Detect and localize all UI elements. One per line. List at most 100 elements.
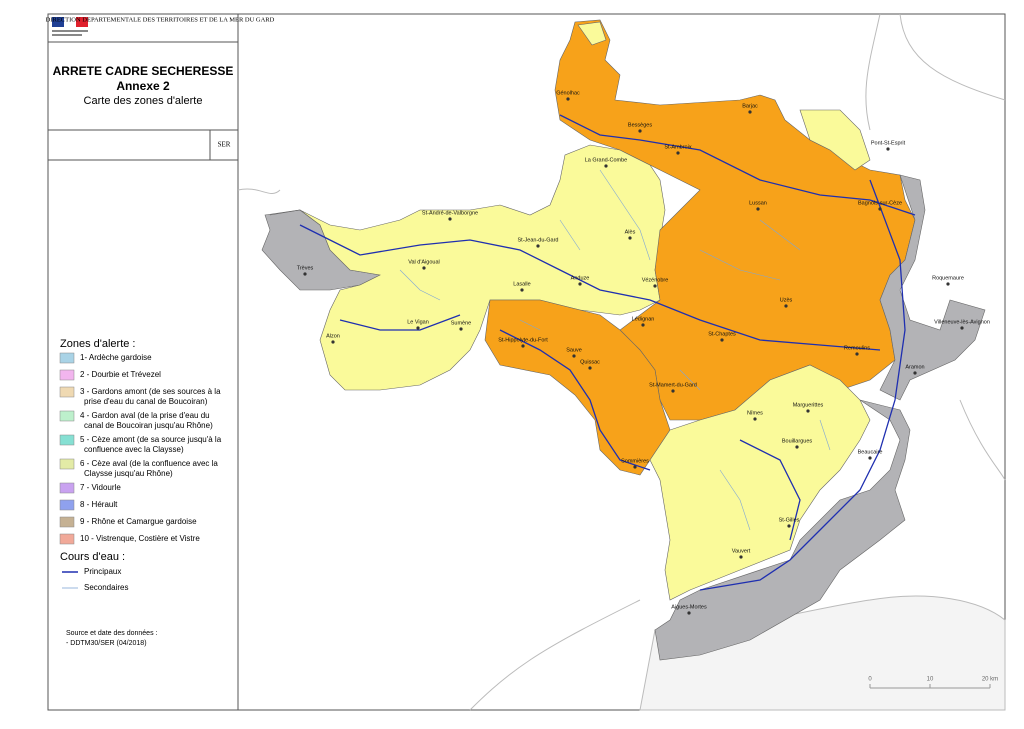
place-label: St-Chaptes <box>708 331 736 337</box>
legend-swatch <box>59 533 75 545</box>
area-yellow <box>649 364 871 601</box>
place-label: Le Vigan <box>407 319 429 325</box>
place-label: St-Mamert-du-Gard <box>649 382 697 388</box>
place-label: Alzon <box>326 333 340 339</box>
area-grey <box>654 174 986 661</box>
main-rivers <box>299 114 916 591</box>
place-label: St-Jean-du-Gard <box>518 237 559 243</box>
source-text: - DDTM30/SER (04/2018) <box>66 640 147 647</box>
place-dot <box>784 304 788 308</box>
scale-label: 0 <box>868 677 872 683</box>
legend-swatch <box>59 482 75 494</box>
legend-swatch <box>59 369 75 381</box>
place-dot <box>641 323 645 327</box>
legend-swatch <box>59 516 75 528</box>
place-label: Génolhac <box>556 90 580 96</box>
legend-label: Secondaires <box>84 583 128 592</box>
place-dot <box>855 352 859 356</box>
legend-label: 7 - Vidourle <box>80 483 121 492</box>
legend: 1- Ardèche gardoise 2 - Dourbie et Trévez… <box>59 352 222 592</box>
place-dot <box>753 417 757 421</box>
legend-swatch <box>59 499 75 511</box>
place-dot <box>303 272 307 276</box>
place-dot <box>459 327 463 331</box>
place-dot <box>638 129 642 133</box>
place-dot <box>946 282 950 286</box>
place-label: Quissac <box>580 359 600 365</box>
legend-swatch <box>59 410 75 422</box>
scale-bar <box>869 684 991 689</box>
source-title: Source et date des données : <box>66 630 158 637</box>
legend-label: 2 - Dourbie et Trévezel <box>80 370 161 379</box>
place-dot <box>536 244 540 248</box>
place-dot <box>521 344 525 348</box>
legend-swatch <box>59 352 75 364</box>
place-label: Sauve <box>566 347 582 353</box>
place-dot <box>913 371 917 375</box>
place-label: Marguerittes <box>793 402 824 408</box>
place-dot <box>868 456 872 460</box>
area-orange <box>484 299 671 476</box>
place-label: Val d'Aigoual <box>408 259 440 265</box>
place-label: Lasalle <box>513 281 530 287</box>
title: ARRETE CADRE SECHERESSE <box>53 64 234 78</box>
place-dot <box>331 340 335 344</box>
area-orange <box>554 19 916 421</box>
place-label: Alès <box>625 229 636 235</box>
place-label: Pont-St-Esprit <box>871 140 906 146</box>
place-dot <box>572 354 576 358</box>
place-label: Bessèges <box>628 122 652 128</box>
legend-label: 1- Ardèche gardoise <box>80 353 152 362</box>
place-dot <box>806 409 810 413</box>
place-dot <box>448 217 452 221</box>
borders <box>237 13 1006 481</box>
place-label: Vauvert <box>732 548 751 554</box>
map: Génolhac Bessèges Barjac St-Ambroix Pont-St-… <box>237 13 1006 711</box>
place-dot <box>628 236 632 240</box>
legend-label: 6 - Cèze aval (de la confluence avec la C… <box>80 459 218 478</box>
service: SER <box>218 141 231 149</box>
place-label: Aigues-Mortes <box>671 604 707 610</box>
place-label: Bagnols-sur-Cèze <box>858 200 902 206</box>
place-label: Lussan <box>749 200 767 206</box>
place-dot <box>520 288 524 292</box>
place-label: Anduze <box>571 275 590 281</box>
legend-label: 5 - Cèze amont (de sa source jusqu'à la c… <box>80 435 222 454</box>
area-yellow <box>269 144 666 391</box>
place-dot <box>720 338 724 342</box>
place-dot <box>795 445 799 449</box>
legend-title: Zones d'alerte : <box>60 338 135 350</box>
logo <box>52 17 88 36</box>
legend-swatch <box>59 434 75 446</box>
place-dot <box>588 366 592 370</box>
place-label: La Grand-Combe <box>585 157 628 163</box>
place-label: St-Hippolyte-du-Fort <box>498 337 548 343</box>
secondary-rivers <box>399 169 831 531</box>
place-label: Sommières <box>621 458 649 464</box>
place-label: Bouillargues <box>782 438 813 444</box>
place-label: Beaucaire <box>858 449 883 455</box>
legend-label: Principaux <box>84 567 121 576</box>
place-dot <box>676 151 680 155</box>
legend-label: 9 - Rhône et Camargue gardoise <box>80 517 197 526</box>
map-title: Carte des zones d'alerte <box>84 95 203 107</box>
place-label: Lédignan <box>632 316 655 322</box>
place-dot <box>566 97 570 101</box>
area-yellow <box>577 21 871 171</box>
place-dot <box>739 555 743 559</box>
place-dot <box>687 611 691 615</box>
legend-swatch <box>59 458 75 470</box>
place-dot <box>416 326 420 330</box>
place-dot <box>960 326 964 330</box>
place-label: Nîmes <box>747 410 763 416</box>
scale-label: 10 <box>927 677 934 683</box>
place-dot <box>422 266 426 270</box>
place-label: Roquemaure <box>932 275 964 281</box>
place-dot <box>756 207 760 211</box>
place-dot <box>604 164 608 168</box>
place-label: Uzès <box>780 297 793 303</box>
place-label: Vézénobre <box>642 277 669 283</box>
place-label: Trèves <box>297 265 314 271</box>
scale-label: 20 km <box>982 677 998 683</box>
place-dot <box>886 147 890 151</box>
